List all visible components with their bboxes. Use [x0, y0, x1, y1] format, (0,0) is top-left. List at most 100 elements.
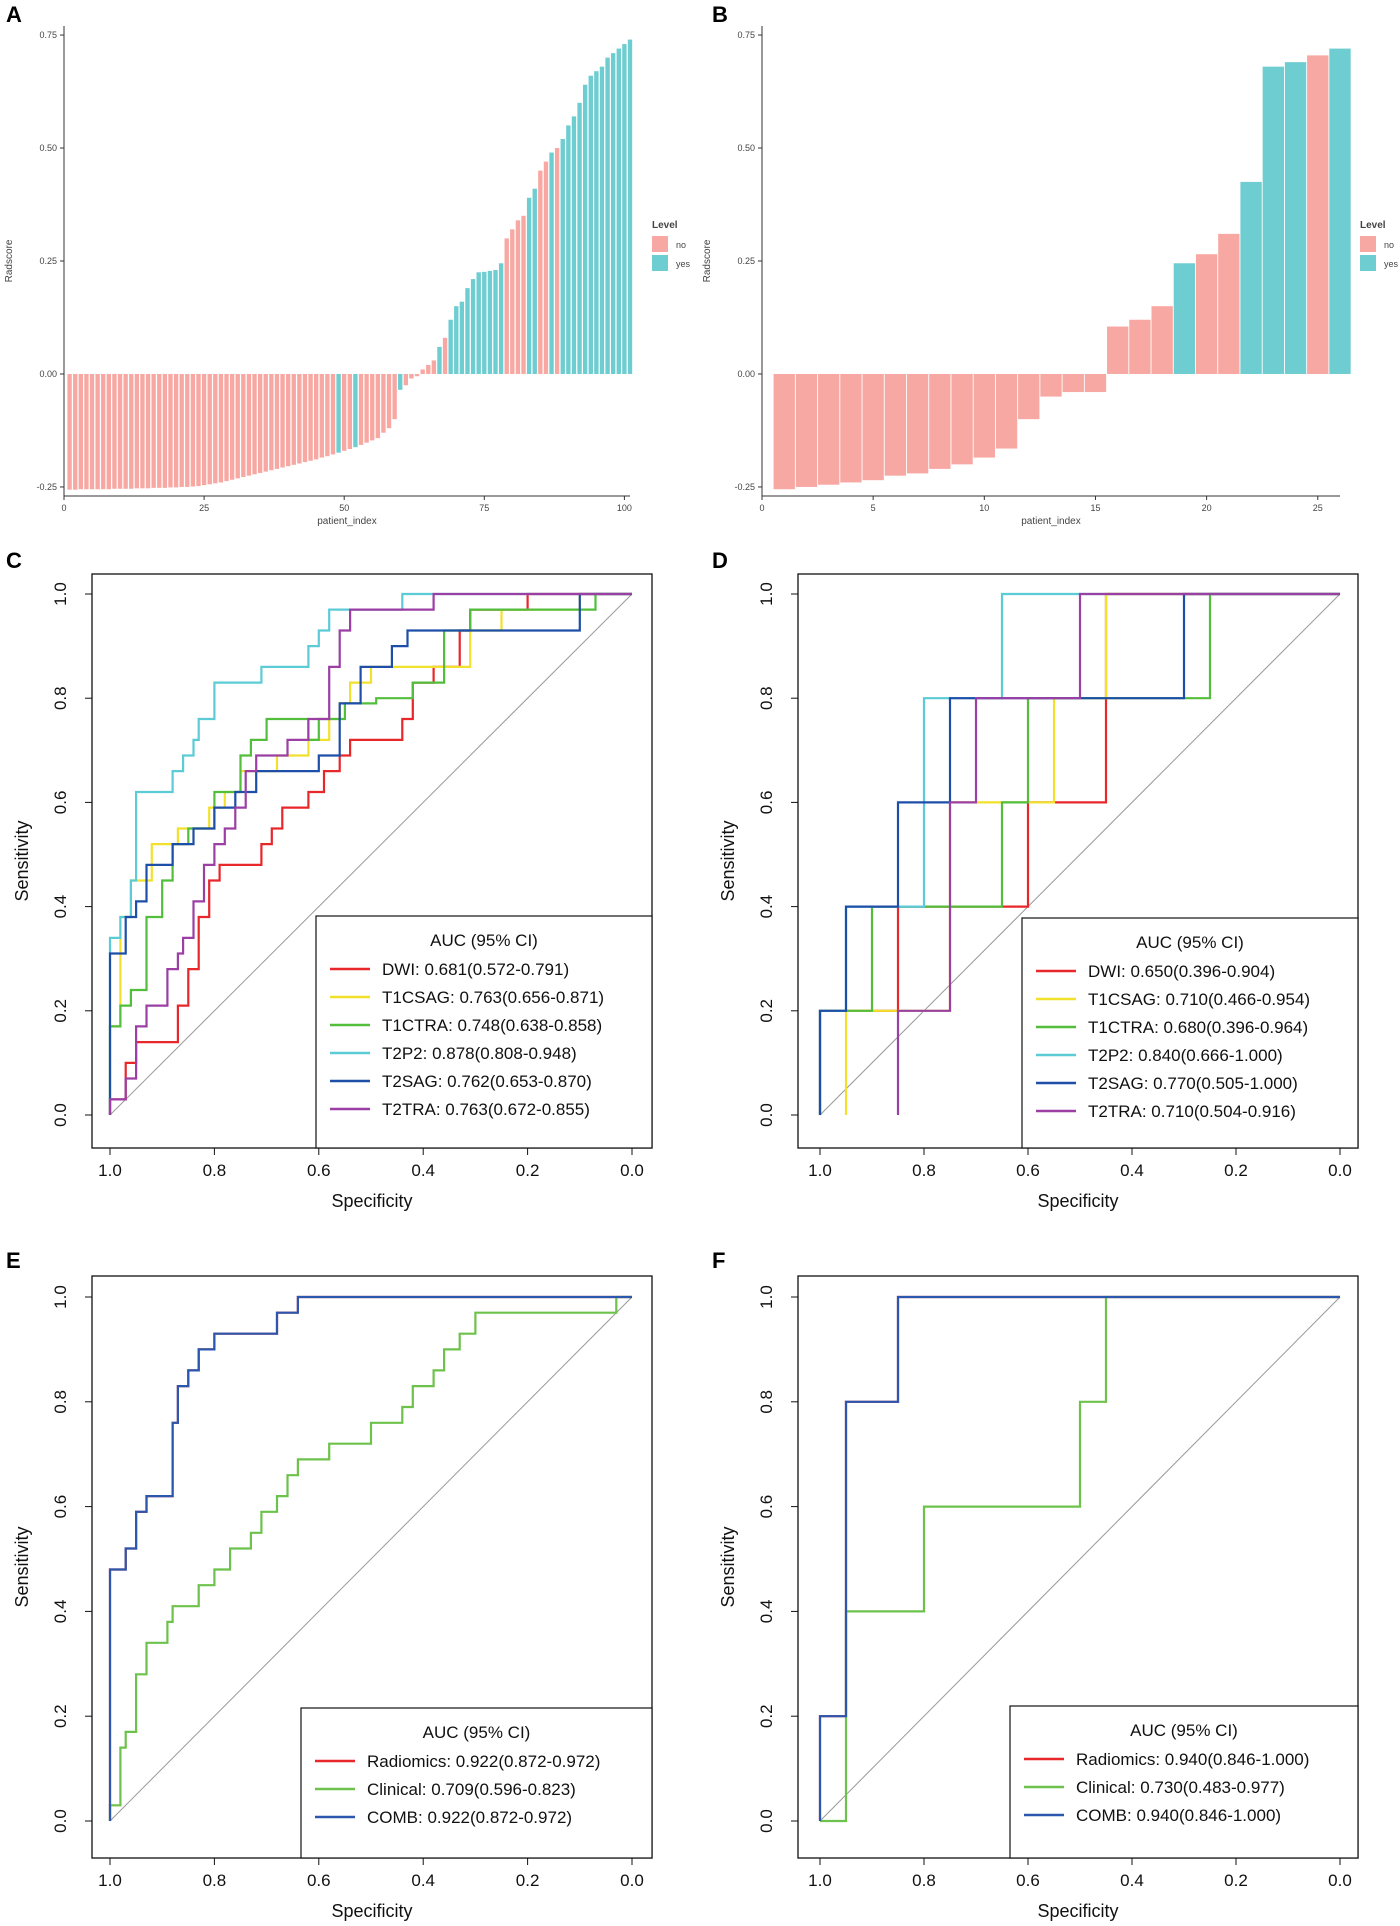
- x-tick-label: 25: [199, 503, 209, 513]
- legend-label: COMB: 0.922(0.872-0.972): [367, 1808, 572, 1827]
- x-axis-title: Specificity: [331, 1191, 412, 1211]
- x-tick-label: 0.2: [1224, 1871, 1248, 1890]
- legend-label: yes: [676, 259, 691, 269]
- y-tick-label: 0.4: [51, 1600, 70, 1624]
- bar: [594, 71, 599, 374]
- radscore-bar-chart-b: -0.25 0.00 0.25 0.50 0.75 0 5 10 15 20 25 patient_i…: [702, 26, 1399, 527]
- x-tick-label: 0.0: [620, 1871, 644, 1890]
- x-tick-label: 10: [979, 503, 989, 513]
- bar: [454, 306, 459, 374]
- x-tick-label: 15: [1090, 503, 1100, 513]
- x-tick-label: 0.6: [1016, 1161, 1040, 1180]
- y-tick-label: 0.2: [757, 1704, 776, 1728]
- y-tick-label: 0.75: [737, 30, 755, 40]
- legend-title: AUC (95% CI): [1130, 1721, 1238, 1740]
- roc-curve-t2sag: [108, 592, 632, 1115]
- roc-curve-comb: [818, 1295, 1340, 1821]
- legend-label: Radiomics: 0.940(0.846-1.000): [1076, 1750, 1309, 1769]
- y-tick-label: 1.0: [51, 582, 70, 606]
- x-tick-label: 0.8: [203, 1871, 227, 1890]
- x-tick-label: 0.0: [1328, 1871, 1352, 1890]
- x-tick-label: 0.4: [411, 1161, 435, 1180]
- bar: [409, 373, 414, 379]
- bar: [313, 373, 319, 460]
- y-tick-label: 0.8: [51, 686, 70, 710]
- bar: [1129, 319, 1151, 374]
- bar: [129, 373, 134, 489]
- legend-title: Level: [1360, 220, 1386, 231]
- legend-label: T1CSAG: 0.763(0.656-0.871): [382, 988, 604, 1007]
- legend-label: Radiomics: 0.922(0.872-0.972): [367, 1752, 600, 1771]
- bar: [162, 373, 168, 488]
- y-tick-label: 0.00: [39, 369, 57, 379]
- x-tick-label: 1.0: [808, 1871, 832, 1890]
- x-tick-label: 75: [479, 503, 489, 513]
- bar: [616, 48, 621, 374]
- legend-label: T2P2: 0.840(0.666-1.000): [1088, 1046, 1283, 1065]
- legend-box: [1009, 1705, 1359, 1859]
- y-tick-label: 0.0: [51, 1103, 70, 1127]
- x-tick-label: 0.6: [307, 1161, 331, 1180]
- bar: [420, 369, 425, 374]
- x-tick-label: 0: [61, 503, 66, 513]
- bar: [1240, 181, 1262, 374]
- y-tick-label: 0.00: [737, 369, 755, 379]
- legend-box: [1021, 917, 1359, 1149]
- panel-label-a: A: [6, 2, 22, 27]
- x-tick-label: 0.8: [912, 1871, 936, 1890]
- diagonal-reference-line: [819, 1296, 1341, 1822]
- bar: [123, 373, 128, 489]
- bar: [521, 215, 526, 374]
- bar: [330, 373, 336, 455]
- bar: [224, 373, 229, 482]
- x-tick-label: 1.0: [808, 1161, 832, 1180]
- bar: [67, 373, 72, 490]
- bar: [291, 373, 296, 465]
- x-tick-label: 0: [759, 503, 764, 513]
- bar: [386, 373, 392, 429]
- bar: [145, 373, 151, 489]
- y-tick-label: 0.6: [51, 791, 70, 815]
- legend-title: Level: [652, 220, 678, 231]
- y-tick-label: 1.0: [51, 1285, 70, 1309]
- bar: [476, 272, 481, 374]
- legend-label: no: [1384, 240, 1394, 250]
- roc-curve-t2p2: [108, 592, 632, 1115]
- legend-title: AUC (95% CI): [1136, 933, 1244, 952]
- bar: [1329, 48, 1351, 374]
- bar: [190, 373, 196, 487]
- bar: [168, 373, 173, 488]
- bar: [207, 373, 212, 485]
- bar: [392, 373, 397, 420]
- roc-curve-t1csag: [844, 592, 1340, 1115]
- x-tick-label: 0.6: [1016, 1871, 1040, 1890]
- bar: [1284, 62, 1307, 374]
- x-tick-label: 0.2: [1224, 1161, 1248, 1180]
- x-tick-label: 5: [871, 503, 876, 513]
- diagonal-reference-line: [819, 593, 1341, 1116]
- bar: [241, 373, 246, 478]
- bar: [185, 373, 190, 487]
- legend-label: T2TRA: 0.763(0.672-0.855): [382, 1100, 590, 1119]
- bar: [1107, 326, 1129, 374]
- bar: [403, 373, 409, 386]
- x-tick-label: 0.6: [307, 1871, 331, 1890]
- bar: [213, 373, 218, 484]
- bar: [973, 373, 995, 458]
- bar: [1084, 373, 1107, 393]
- bar: [398, 373, 403, 390]
- bar: [487, 270, 493, 374]
- roc-curve-t2sag: [818, 592, 1340, 1115]
- roc-curve-t2tra: [108, 592, 632, 1115]
- y-tick-label: 0.2: [51, 1704, 70, 1728]
- x-tick-label: 25: [1313, 503, 1323, 513]
- bar: [459, 301, 465, 374]
- legend-label: T2TRA: 0.710(0.504-0.916): [1088, 1102, 1296, 1121]
- x-tick-label: 50: [339, 503, 349, 513]
- y-tick-label: 0.8: [757, 686, 776, 710]
- roc-curve-t2tra: [896, 592, 1340, 1115]
- bar: [319, 373, 324, 458]
- legend-label: Clinical: 0.709(0.596-0.823): [367, 1780, 576, 1799]
- panel-label-f: F: [712, 1248, 725, 1273]
